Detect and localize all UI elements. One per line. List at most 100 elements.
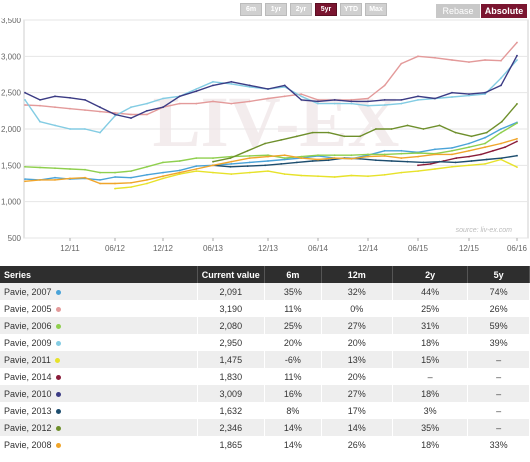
series-cell: Pavie, 2013 bbox=[0, 402, 198, 419]
data-point bbox=[470, 160, 473, 162]
data-point bbox=[468, 155, 470, 158]
data-point bbox=[283, 173, 286, 176]
data-point bbox=[195, 157, 198, 160]
data-point bbox=[468, 61, 470, 63]
data-point bbox=[195, 90, 198, 93]
range-button-5yr[interactable]: 5yr bbox=[315, 3, 337, 16]
series-cell: Pavie, 2007 bbox=[0, 283, 198, 300]
cell-y2: 31% bbox=[392, 317, 469, 334]
cell-value: 2,346 bbox=[197, 419, 265, 436]
cell-m12: 32% bbox=[321, 283, 393, 300]
data-point bbox=[39, 166, 41, 169]
data-point bbox=[212, 171, 214, 174]
absolute-button[interactable]: Absolute bbox=[481, 4, 527, 18]
table-row[interactable]: Pavie, 2009 2,950 20% 20% 18% 39% bbox=[0, 334, 530, 351]
data-point bbox=[69, 128, 71, 130]
table-row[interactable]: Pavie, 2013 1,632 8% 17% 3% – bbox=[0, 402, 530, 419]
data-point bbox=[230, 83, 233, 85]
cell-y2: – bbox=[392, 368, 469, 385]
data-point bbox=[39, 120, 41, 123]
rebase-button[interactable]: Rebase bbox=[436, 4, 480, 18]
cell-m6: 11% bbox=[264, 368, 322, 385]
cell-m6: -6% bbox=[264, 351, 322, 368]
data-point bbox=[248, 86, 251, 88]
data-point bbox=[468, 142, 470, 145]
data-point bbox=[230, 102, 233, 105]
data-point bbox=[451, 147, 453, 149]
x-tick-label: 06/13 bbox=[203, 244, 224, 253]
x-tick-label: 12/15 bbox=[459, 244, 480, 253]
series-name: Pavie, 2014 bbox=[4, 371, 52, 382]
data-point bbox=[162, 171, 164, 174]
data-point bbox=[451, 149, 453, 152]
data-point bbox=[434, 56, 436, 59]
data-point bbox=[248, 157, 251, 160]
data-point bbox=[400, 152, 403, 155]
data-point bbox=[146, 113, 148, 116]
data-point bbox=[54, 95, 56, 98]
data-point bbox=[484, 59, 486, 61]
cell-y5: – bbox=[467, 419, 530, 436]
x-tick-label: 06/16 bbox=[507, 244, 528, 253]
range-button-1yr[interactable]: 1yr bbox=[265, 3, 287, 16]
data-point bbox=[500, 128, 502, 130]
data-point bbox=[300, 174, 303, 177]
table-row[interactable]: Pavie, 2011 1,475 -6% 13% 15% – bbox=[0, 351, 530, 368]
y-tick-label: 500 bbox=[8, 234, 22, 243]
data-point bbox=[114, 113, 116, 116]
source-note: source: liv-ex.com bbox=[456, 227, 513, 234]
range-selector: 6m 1yr 2yr 5yr YTD Max bbox=[240, 3, 387, 16]
table-row[interactable]: Pavie, 2010 3,009 16% 27% 18% – bbox=[0, 385, 530, 402]
data-point bbox=[468, 93, 470, 95]
data-point bbox=[492, 149, 494, 152]
data-point bbox=[84, 176, 86, 179]
col-header-5y: 5y bbox=[467, 266, 530, 283]
data-point bbox=[212, 100, 214, 103]
data-point bbox=[375, 128, 377, 130]
data-point bbox=[212, 80, 214, 83]
range-button-6m[interactable]: 6m bbox=[240, 3, 262, 16]
data-point bbox=[317, 99, 319, 101]
data-point bbox=[283, 158, 286, 161]
data-point bbox=[516, 166, 518, 169]
data-point bbox=[406, 124, 409, 127]
table-row[interactable]: Pavie, 2006 2,080 25% 27% 31% 59% bbox=[0, 317, 530, 334]
y-tick-label: 1,500 bbox=[1, 161, 22, 170]
data-point bbox=[162, 161, 164, 164]
table-row[interactable]: Pavie, 2005 3,190 11% 0% 25% 26% bbox=[0, 300, 530, 317]
cell-y5: 26% bbox=[467, 300, 530, 317]
data-point bbox=[267, 160, 269, 162]
data-point bbox=[516, 154, 518, 157]
data-point bbox=[296, 161, 298, 164]
data-point bbox=[468, 94, 470, 97]
data-point bbox=[130, 186, 132, 189]
data-point bbox=[84, 99, 86, 101]
series-cell: Pavie, 2008 bbox=[0, 436, 198, 453]
y-tick-label: 2,000 bbox=[1, 125, 22, 134]
data-point bbox=[311, 131, 314, 134]
data-point bbox=[248, 100, 251, 103]
data-point bbox=[84, 168, 86, 171]
data-point bbox=[434, 148, 436, 151]
data-point bbox=[400, 99, 403, 101]
cell-value: 1,632 bbox=[197, 402, 265, 419]
data-point bbox=[500, 77, 502, 79]
range-button-ytd[interactable]: YTD bbox=[340, 3, 362, 16]
data-point bbox=[146, 179, 148, 181]
series-name: Pavie, 2011 bbox=[4, 354, 51, 365]
data-point bbox=[317, 102, 319, 105]
table-row[interactable]: Pavie, 2008 1,865 14% 26% 18% 33% bbox=[0, 436, 530, 453]
table-row[interactable]: Pavie, 2014 1,830 11% 20% – – bbox=[0, 368, 530, 385]
table-row[interactable]: Pavie, 2007 2,091 35% 32% 44% 74% bbox=[0, 283, 530, 300]
range-button-2yr[interactable]: 2yr bbox=[290, 3, 312, 16]
cell-m12: 27% bbox=[321, 385, 393, 402]
range-button-max[interactable]: Max bbox=[365, 3, 387, 16]
data-point bbox=[455, 157, 458, 160]
data-point bbox=[300, 93, 303, 95]
data-point bbox=[69, 168, 71, 170]
cell-y2: 18% bbox=[392, 334, 469, 351]
x-tick-label: 06/12 bbox=[105, 244, 126, 253]
y-tick-label: 3,000 bbox=[1, 52, 22, 61]
data-point bbox=[417, 55, 419, 58]
table-row[interactable]: Pavie, 2012 2,346 14% 14% 35% – bbox=[0, 419, 530, 436]
